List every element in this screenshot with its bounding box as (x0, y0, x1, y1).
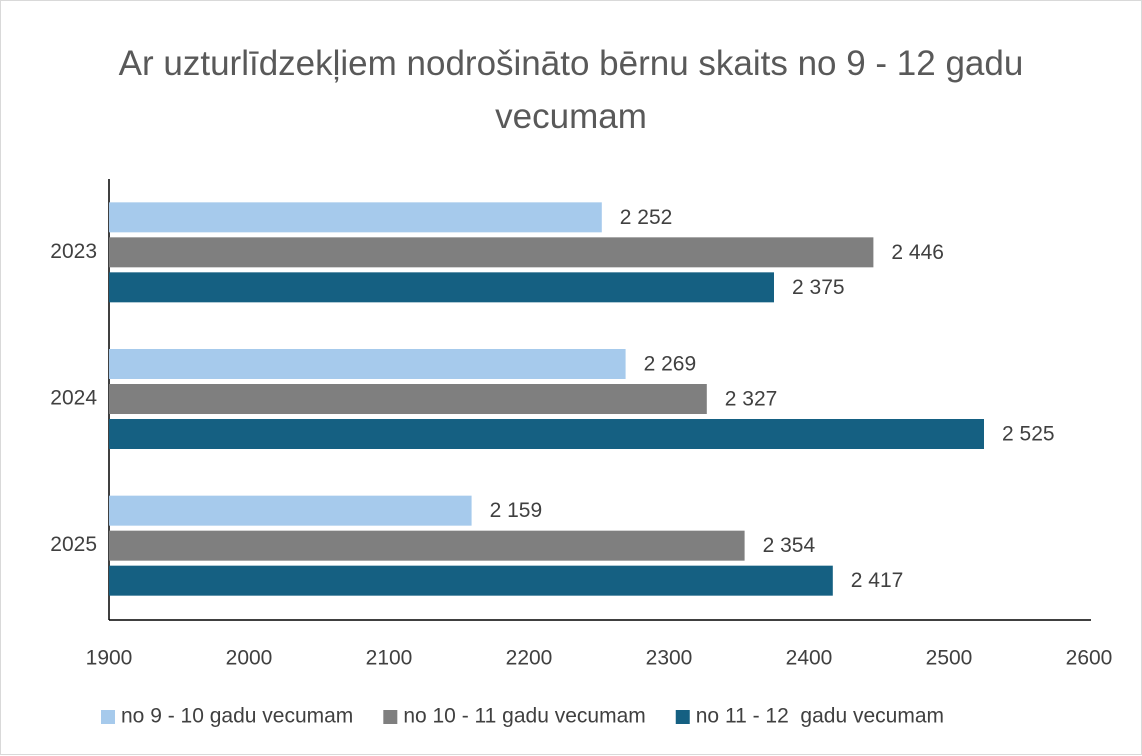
value-label: 2 159 (490, 499, 543, 522)
value-label: 2 417 (851, 569, 904, 592)
value-label: 2 354 (763, 534, 816, 557)
chart-title: Ar uzturlīdzekļiem nodrošināto bērnu ska… (118, 44, 1024, 136)
x-tick-label: 2300 (646, 647, 693, 670)
x-tick-label: 1900 (86, 647, 133, 670)
legend-marker (101, 710, 115, 724)
bar (109, 565, 833, 596)
legend-label: no 11 - 12 gadu vecumam (696, 705, 944, 728)
y-tick-label: 2025 (50, 533, 97, 556)
bar (109, 384, 707, 414)
bar (109, 495, 472, 526)
x-tick-label: 2200 (506, 647, 553, 670)
legend-marker (675, 710, 690, 724)
legend-marker (383, 710, 398, 724)
x-tick-label: 2400 (786, 647, 833, 670)
value-label: 2 269 (644, 353, 697, 376)
bar (109, 349, 626, 379)
x-tick-label: 2600 (1066, 647, 1113, 670)
x-tick-label: 2500 (926, 647, 973, 670)
value-label: 2 375 (792, 276, 845, 299)
bar (109, 272, 774, 303)
bar (109, 419, 984, 449)
legend-label: no 10 - 11 gadu vecumam (403, 705, 645, 728)
value-label: 2 525 (1002, 423, 1055, 446)
x-tick-label: 2100 (366, 647, 413, 670)
bar (109, 530, 745, 561)
bar (109, 237, 874, 268)
value-label: 2 252 (620, 206, 673, 229)
legend-label: no 9 - 10 gadu vecumam (121, 705, 353, 728)
y-tick-label: 2024 (50, 387, 97, 410)
x-tick-label: 2000 (226, 647, 273, 670)
y-tick-label: 2023 (50, 240, 97, 263)
value-label: 2 327 (725, 388, 778, 411)
value-label: 2 446 (891, 241, 944, 264)
bar (109, 202, 602, 233)
